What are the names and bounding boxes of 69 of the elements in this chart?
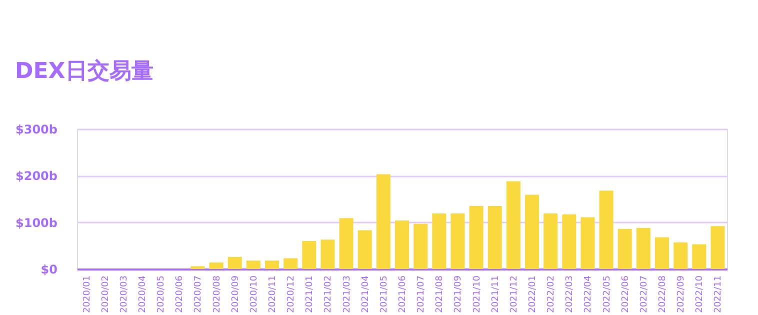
x-tick-label: 2021/09 <box>454 275 464 313</box>
x-tick-label: 2022/06 <box>620 275 631 313</box>
x-tick-label: 2022/02 <box>546 276 557 313</box>
x-tick-label: 2021/04 <box>360 275 371 313</box>
bar <box>358 230 372 269</box>
bar <box>674 242 688 269</box>
x-tick-label: 2020/08 <box>212 275 222 313</box>
bar <box>376 174 390 269</box>
x-tick-label: 2021/03 <box>342 276 352 313</box>
x-tick-label: 2020/02 <box>100 276 111 313</box>
bar <box>395 220 409 269</box>
x-tick-label: 2022/04 <box>584 275 594 313</box>
y-tick-label: $0 <box>40 262 58 276</box>
bar <box>432 213 446 269</box>
x-tick-label: 2020/06 <box>175 275 186 313</box>
x-tick-label: 2020/03 <box>119 276 130 313</box>
bar <box>710 226 725 269</box>
x-tick-label: 2020/04 <box>138 275 148 313</box>
bar <box>488 206 502 269</box>
x-tick-label: 2021/02 <box>324 276 334 313</box>
bar <box>599 190 614 269</box>
x-tick-label: 2022/11 <box>714 276 724 313</box>
x-tick-label: 2022/01 <box>528 276 538 313</box>
bar <box>525 194 539 269</box>
y-tick-label: $300b <box>16 122 58 136</box>
x-tick-label: 2020/07 <box>194 276 204 313</box>
x-tick-label: 2021/11 <box>490 276 501 313</box>
x-tick-label: 2021/06 <box>398 275 408 313</box>
x-tick-label: 2020/11 <box>268 276 278 313</box>
x-tick-label: 2022/09 <box>676 275 687 313</box>
bar <box>265 260 279 269</box>
bar <box>246 260 260 269</box>
x-tick-label: 2021/10 <box>472 275 482 313</box>
bar <box>320 240 335 269</box>
chart-title: DEX日交易量 <box>15 58 154 84</box>
x-tick-label: 2020/10 <box>249 275 260 313</box>
bar <box>450 213 465 269</box>
bar <box>284 258 298 269</box>
x-tick-label: 2022/03 <box>565 276 576 313</box>
bar <box>190 266 205 269</box>
bar <box>562 214 576 269</box>
x-tick-label: 2022/08 <box>658 275 668 313</box>
bar <box>414 224 428 269</box>
bar <box>209 262 224 269</box>
bar <box>580 217 595 269</box>
x-tick-label: 2020/12 <box>286 276 297 313</box>
y-tick-label: $200b <box>16 169 58 184</box>
x-tick-label: 2021/08 <box>435 275 446 313</box>
bar <box>692 244 706 269</box>
bar <box>228 256 242 269</box>
x-tick-label: 2021/07 <box>416 276 427 313</box>
x-tick-label: 2020/01 <box>82 276 92 313</box>
x-tick-label: 2020/09 <box>230 275 241 313</box>
x-tick-label: 2022/10 <box>695 275 706 313</box>
x-tick-label: 2020/05 <box>156 276 167 313</box>
x-tick-label: 2021/01 <box>305 276 316 313</box>
bar <box>618 228 632 269</box>
x-tick-label: 2021/05 <box>379 276 390 313</box>
bar <box>339 218 354 269</box>
x-tick-label: 2022/05 <box>602 276 612 313</box>
y-tick-label: $100b <box>16 216 58 230</box>
bar <box>469 206 484 269</box>
bar <box>544 213 558 269</box>
x-tick-label: 2021/12 <box>509 276 520 313</box>
bar <box>506 181 520 269</box>
bar <box>636 228 650 269</box>
bar <box>655 237 669 269</box>
bar <box>302 241 316 269</box>
x-tick-label: 2022/07 <box>639 276 650 313</box>
